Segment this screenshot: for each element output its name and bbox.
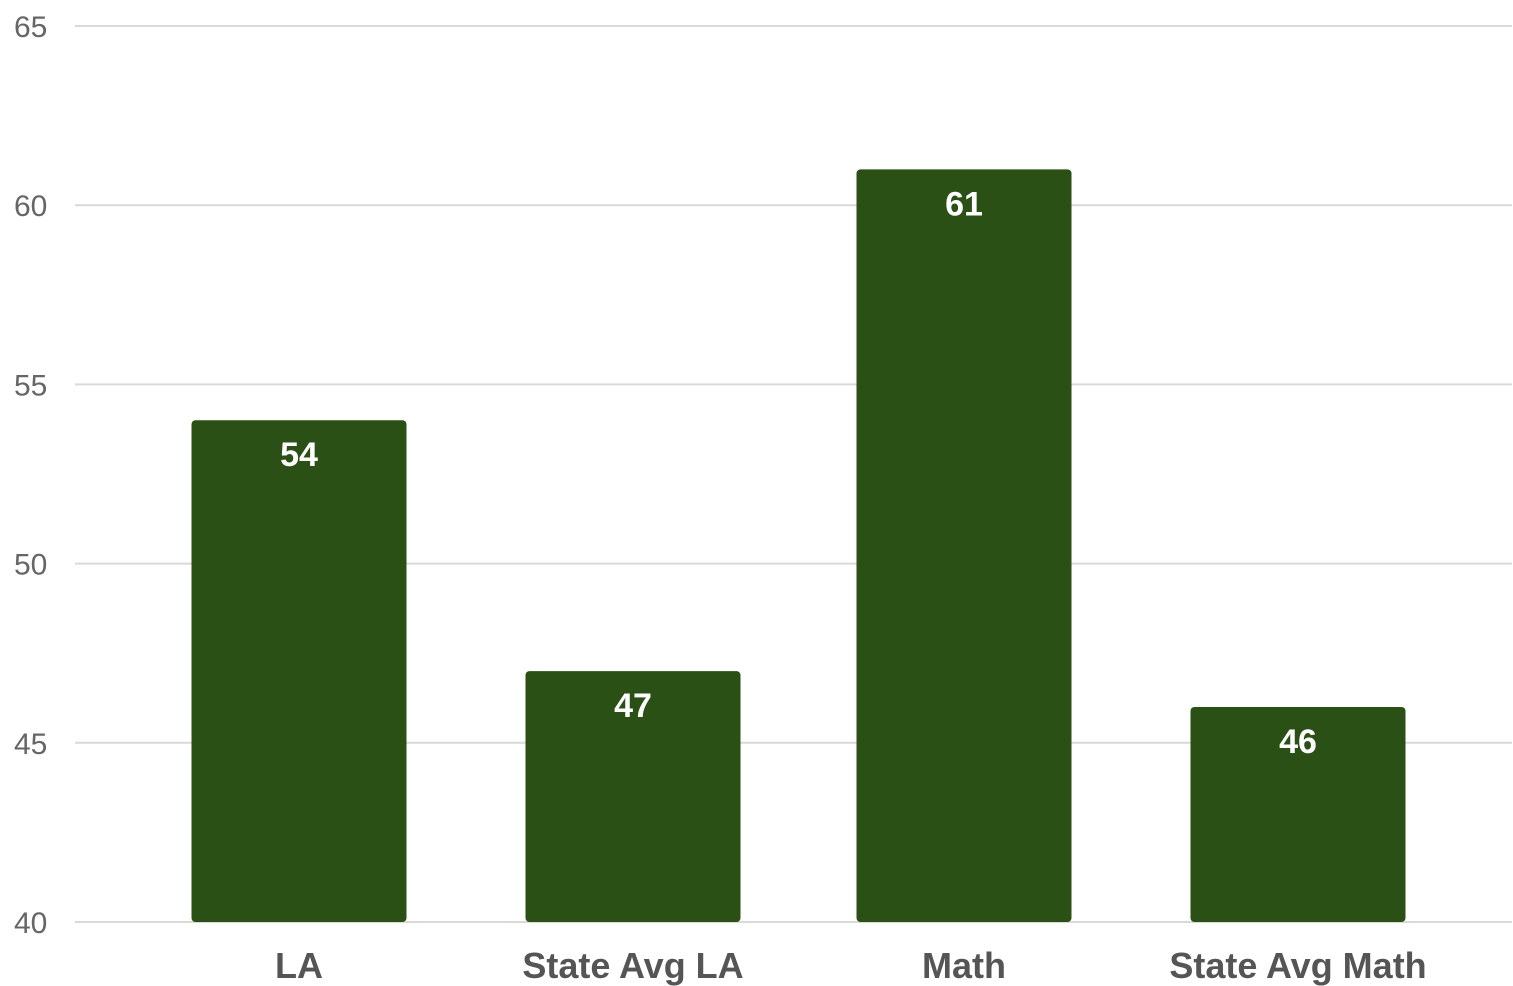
y-tick-label: 50 [14,549,47,582]
bar [525,671,741,922]
bar-value-label: 46 [1279,723,1317,761]
bar [191,420,407,922]
y-axis-ticks: 65 60 55 50 45 40 [14,11,47,940]
x-category-label: Math [922,945,1006,986]
x-axis-labels: LA State Avg LA Math State Avg Math [275,945,1427,986]
bar-value-label: 61 [945,185,983,223]
y-tick-label: 45 [14,728,47,761]
bar [856,169,1072,923]
x-category-label: LA [275,945,323,986]
x-category-label: State Avg LA [522,945,743,986]
y-tick-label: 40 [14,907,47,940]
bars [191,169,1406,923]
data-labels: 54 47 61 46 [280,185,1317,761]
y-tick-label: 60 [14,190,47,223]
y-tick-label: 55 [14,369,47,402]
bar-value-label: 47 [614,687,652,725]
bar-value-label: 54 [280,436,318,474]
bar [1190,706,1406,922]
x-category-label: State Avg Math [1169,945,1426,986]
y-tick-label: 65 [14,11,47,44]
